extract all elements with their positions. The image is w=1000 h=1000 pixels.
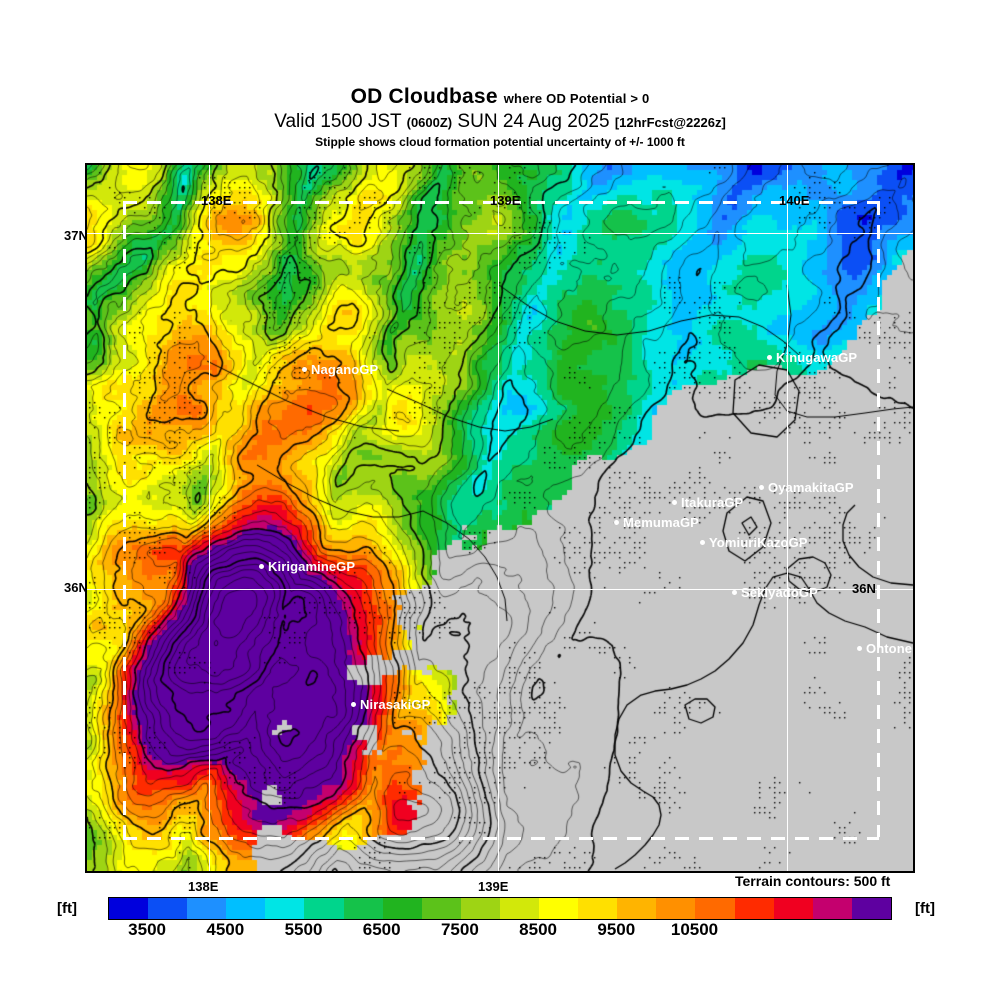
site-label-kirigaminegp: KirigamineGP [259,559,355,574]
site-label-nirasakigp: NirasakiGP [351,697,430,712]
colorbar-band-5 [304,898,344,919]
colorbar-unit-left: [ft] [57,900,77,917]
site-marker-dot-icon [857,646,862,652]
site-marker-dot-icon [351,702,356,708]
valid-prefix: Valid 1500 JST [274,111,402,132]
colorbar-band-2 [187,898,227,919]
colorbar-tick-4500: 4500 [206,920,245,939]
title-main: OD Cloudbase [350,85,498,108]
site-label-memumagp: MemumaGP [614,515,699,530]
valid-date: SUN 24 Aug 2025 [457,111,610,132]
site-label-fujiganegp: FujiganeGP [387,872,469,873]
colorbar-band-15 [695,898,735,919]
site-label-yomiurikazogp: YomiuriKazoGP [700,535,808,550]
colorbar-band-10 [499,898,540,919]
colorbar-band-4 [265,898,305,919]
lat-label-36-left: 36N [64,580,88,595]
site-label-text: OyamakitaGP [768,480,854,495]
site-marker-dot-icon [732,590,737,596]
site-label-sekiyadogp: SekiyadoGP [732,585,818,600]
colorbar-band-8 [421,898,461,919]
colorbar-band-11 [539,898,579,919]
domain-box-top [123,201,879,204]
lat-label-36-right: 36N [852,581,876,596]
site-marker-dot-icon [759,485,764,491]
chart-title: OD Cloudbase where OD Potential > 0 [0,86,1000,110]
colorbar-tick-3500: 3500 [128,920,167,939]
cloudbase-raster [87,165,913,871]
colorbar-band-16 [734,898,774,919]
terrain-contour-note: Terrain contours: 500 ft [735,873,891,889]
colorbar-tick-5500: 5500 [284,920,323,939]
colorbar-band-17 [773,898,813,919]
colorbar-tick-labels: 3500 4500 5500 6500 7500 8500 9500 10500 [0,920,1000,942]
domain-box-left [123,201,126,837]
domain-box-bottom [123,837,879,840]
colorbar-band-3 [226,898,266,919]
colorbar-band-12 [578,898,618,919]
colorbar-band-14 [656,898,696,919]
colorbar-tick-10500: 10500 [670,920,719,939]
colorbar-unit-right: [ft] [915,900,935,917]
site-marker-dot-icon [614,520,619,526]
colorbar: [ft] [ft] 3500 4500 5500 6500 7500 8500 9500 10… [0,897,1000,943]
site-label-itakuragp: ItakuraGP [672,495,743,510]
chart-valid-line: Valid 1500 JST (0600Z) SUN 24 Aug 2025 [… [0,111,1000,134]
site-label-text: YomiuriKazoGP [709,535,808,550]
lon-label-138-top: 138E [201,193,232,208]
site-label-text: FujiganeGP [396,872,469,873]
title-main-suffix: where OD Potential > 0 [503,91,650,106]
forecast-tag: [12hrFcst@2226z] [614,115,726,130]
site-marker-dot-icon [767,355,772,361]
site-label-kinugawagp: KinugawaGP [767,350,857,365]
colorbar-band-7 [382,898,422,919]
graticule-lon-140 [787,165,788,871]
colorbar-band-1 [148,898,188,919]
colorbar-tick-7500: 7500 [440,920,479,939]
site-marker-dot-icon [672,500,677,506]
site-marker-dot-icon [700,540,705,546]
site-label-ohtone: Ohtone [857,641,912,656]
domain-box-right [877,201,880,837]
lon-label-140-top: 140E [779,193,810,208]
site-label-naganogp: NaganoGP [302,362,378,377]
colorbar-band-0 [109,898,149,919]
site-label-text: KirigamineGP [268,559,356,574]
colorbar-band-6 [343,898,383,919]
lat-label-37-left: 37N [64,228,88,243]
site-label-text: ItakuraGP [681,495,744,510]
colorbar-band-19 [851,898,891,919]
map-plot-area: 138E 139E 140E 36N NaganoGP KirigamineGP N… [85,163,915,873]
lon-label-138-bottom: 138E [188,879,219,894]
title-block: OD Cloudbase where OD Potential > 0 Vali… [0,86,1000,150]
site-label-text: MemumaGP [623,515,699,530]
site-label-text: Ohtone [866,641,913,656]
lon-label-139-top: 139E [490,193,521,208]
colorbar-bands [108,897,892,920]
site-label-text: NirasakiGP [360,697,431,712]
graticule-lat-37 [87,233,913,234]
graticule-lat-36 [87,589,913,590]
site-label-text: NaganoGP [311,362,379,377]
site-label-oyamakitagp: OyamakitaGP [759,480,854,495]
colorbar-band-9 [460,898,500,919]
colorbar-tick-9500: 9500 [597,920,636,939]
lon-label-139-bottom: 139E [478,879,509,894]
colorbar-band-13 [617,898,657,919]
graticule-lon-138 [209,165,210,871]
chart-subtitle: Stipple shows cloud formation potential … [315,135,685,149]
colorbar-tick-6500: 6500 [362,920,401,939]
site-label-text: SekiyadoGP [741,585,818,600]
site-marker-dot-icon [259,564,264,570]
site-marker-dot-icon [302,367,307,373]
map-canvas: 138E 139E 140E 36N NaganoGP KirigamineGP N… [87,165,913,871]
site-label-text: KinugawaGP [776,350,858,365]
colorbar-tick-8500: 8500 [519,920,558,939]
graticule-lon-139 [498,165,499,871]
colorbar-band-18 [812,898,852,919]
valid-zulu: (0600Z) [406,115,453,130]
